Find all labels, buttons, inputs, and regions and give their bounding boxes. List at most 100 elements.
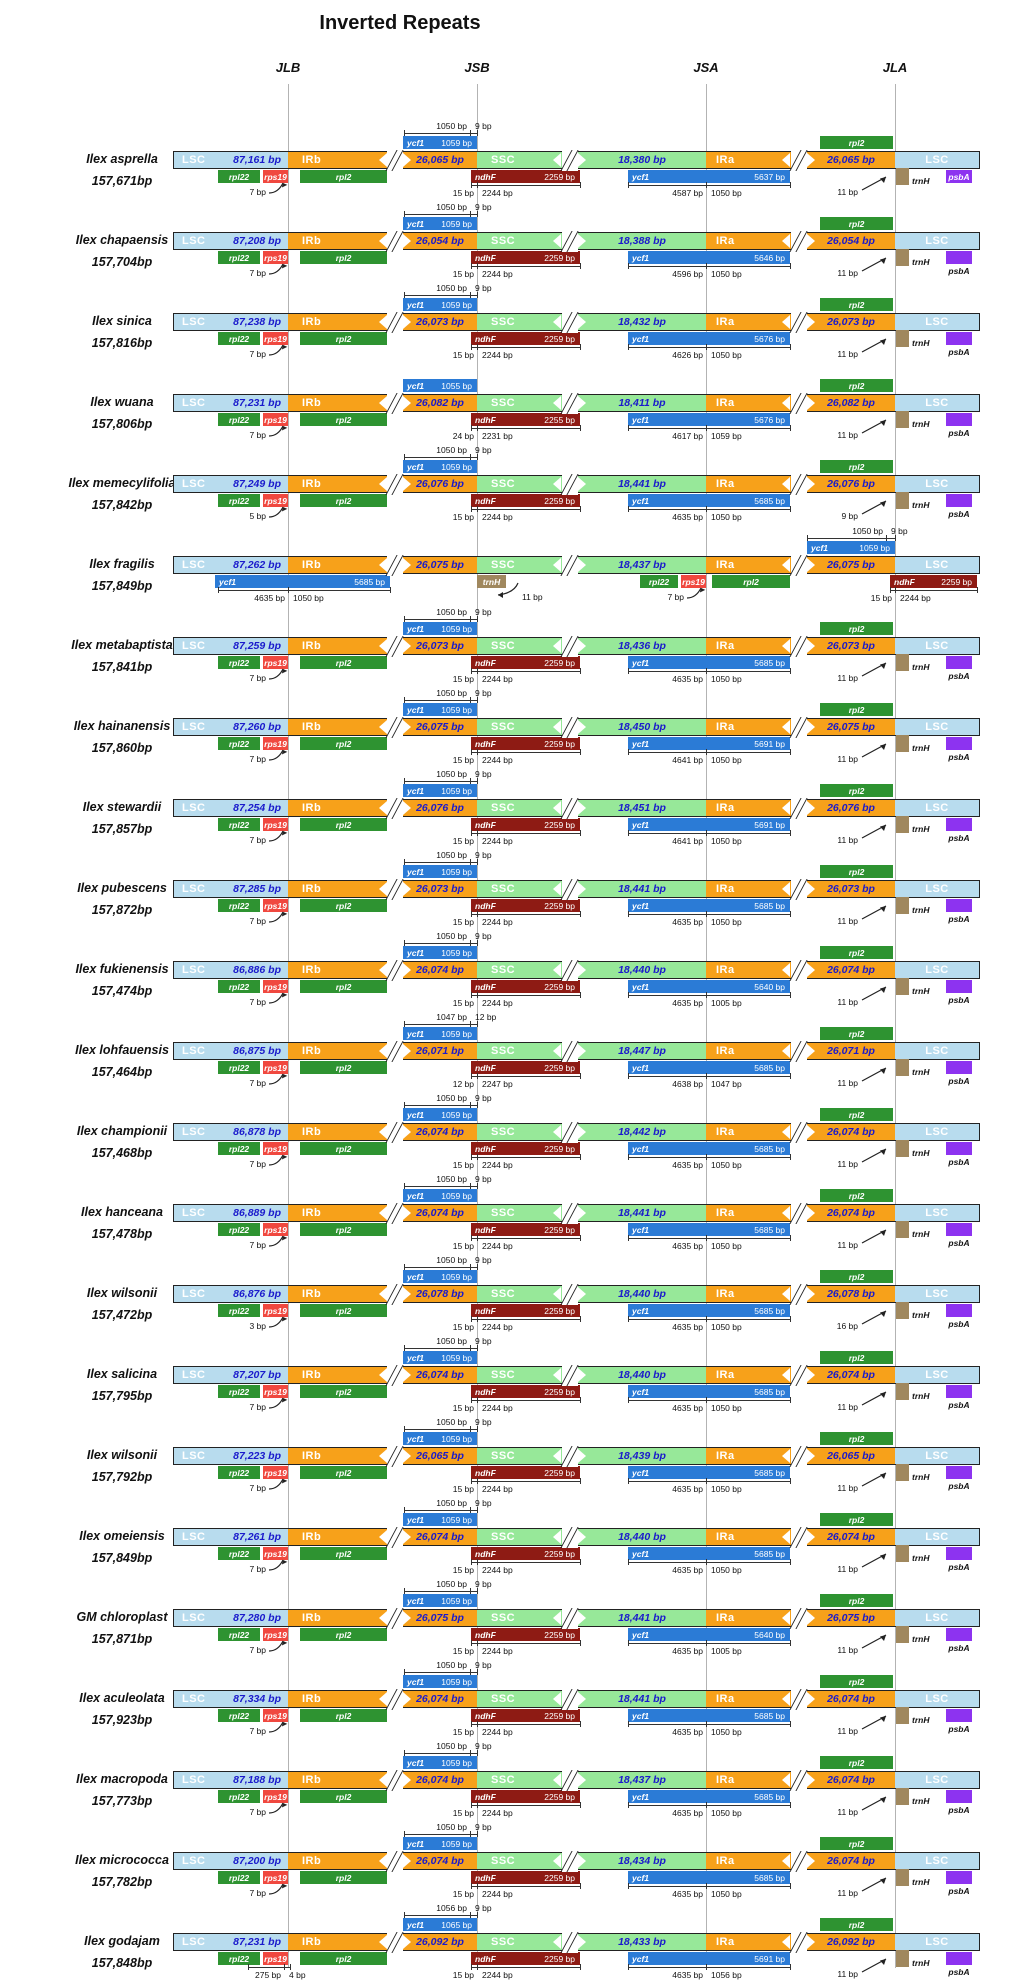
ruler-ndhf: [471, 1643, 580, 1644]
irb-size-segment: 26,074 bp: [403, 1852, 477, 1870]
segment-break: [560, 1202, 580, 1224]
ruler-tick: [790, 1478, 791, 1484]
diagonal-arrow-icon: [861, 1553, 887, 1568]
ruler-tick: [790, 344, 791, 350]
gene-size: 2259 bp: [544, 981, 575, 992]
region-label: LSC: [925, 1207, 949, 1219]
gene-size: 1059 bp: [441, 1595, 472, 1606]
gene-ycf1-bottom: ycf1 5685 bp: [628, 1466, 790, 1479]
note-right-bp: 11 bp: [837, 1564, 858, 1574]
gene-label: ndhF: [475, 414, 496, 425]
ruler-tick: [288, 587, 289, 593]
gene-label: ycf1: [407, 218, 425, 229]
region-label: IRb: [302, 1207, 322, 1219]
ruler-tick: [404, 1183, 405, 1189]
ruler-ycf1-top: [404, 1915, 477, 1916]
gene-size: 1055 bp: [441, 380, 472, 391]
ruler-tick: [580, 830, 581, 836]
region-size: 26,075 bp: [827, 1612, 875, 1624]
ruler-ycf1-bottom: [218, 590, 390, 591]
segment-break: [789, 1688, 809, 1710]
arrow-notch-icon: [403, 1286, 411, 1301]
segment-break: [560, 1445, 580, 1467]
segment-break: [385, 878, 405, 900]
ruler-tick: [790, 1802, 791, 1808]
ruler-ycf1-bottom: [628, 1481, 790, 1482]
species-total: 157,848bp: [91, 1956, 153, 1970]
gene-label: ndhF: [475, 900, 496, 911]
gene-size: 2259 bp: [544, 1710, 575, 1721]
irb-size-segment: 26,074 bp: [403, 1528, 477, 1546]
gene-label: rps19: [264, 414, 287, 425]
gene-rpl2: rpl2: [300, 1223, 387, 1236]
ruler-tick: [471, 992, 472, 998]
gene-size: 5685 bp: [754, 495, 785, 506]
irb-size-segment: 26,074 bp: [403, 961, 477, 979]
ruler-tick: [706, 1478, 707, 1484]
irb-size-segment: 26,076 bp: [403, 799, 477, 817]
gene-size: 5685 bp: [754, 1872, 785, 1883]
note-right-bp: 11 bp: [837, 1645, 858, 1655]
segment-break: [789, 878, 809, 900]
gene-ndhf: ndhF 2255 bp: [471, 413, 580, 426]
arrow-notch-icon: [807, 719, 815, 734]
ruler-tick: [977, 587, 978, 593]
gene-label: rpl22: [648, 576, 670, 587]
lsc-right-segment: LSC: [895, 475, 980, 493]
ira-segment: IRa: [706, 232, 791, 250]
gene-ndhf: ndhF 2259 bp: [471, 1061, 580, 1074]
note-left-bp: 7 bp: [249, 754, 266, 764]
ruler-label: 4635 bp: [672, 998, 703, 1008]
gene-rpl2: rpl2: [300, 1547, 387, 1560]
gene-ycf1-bottom: ycf1 5685 bp: [628, 899, 790, 912]
ruler-label: 15 bp: [452, 1403, 474, 1413]
ira-size-segment: 26,076 bp: [807, 799, 895, 817]
ruler-label: 1050 bp: [852, 526, 883, 536]
region-label: IRa: [716, 1369, 735, 1381]
region-size: 26,074 bp: [416, 1531, 464, 1543]
gene-ndhf: ndhF 2259 bp: [471, 332, 580, 345]
species-total: 157,792bp: [91, 1470, 153, 1484]
gene-label: rpl2: [848, 1676, 865, 1687]
gene-rps19: rps19: [263, 251, 288, 264]
arrow-notch-icon: [403, 719, 411, 734]
ruler-label: 12 bp: [452, 1079, 474, 1089]
diagonal-arrow-icon: [497, 582, 519, 598]
segment-break: [385, 797, 405, 819]
species-name: Ilex asprella: [86, 152, 158, 166]
gene-rpl2: rpl2: [300, 737, 387, 750]
note-left-bp: 7 bp: [249, 1645, 266, 1655]
region-size: 26,065 bp: [827, 1450, 875, 1462]
gene-label: ycf1: [407, 1028, 425, 1039]
arrow-notch-icon: [578, 1934, 586, 1949]
region-size: 26,082 bp: [416, 397, 464, 409]
ruler-label: 15 bp: [452, 188, 474, 198]
ruler-label: 1050 bp: [711, 755, 742, 765]
ruler-tick: [706, 1802, 707, 1808]
note-right-bp: 11 bp: [837, 1888, 858, 1898]
region-size: 87,334 bp: [233, 1693, 281, 1705]
ruler-label: 2244 bp: [482, 1970, 513, 1980]
ssc-size-segment: 18,440 bp: [578, 1528, 706, 1546]
arrow-notch-icon: [379, 1934, 387, 1949]
arrow-notch-icon: [578, 476, 586, 491]
ruler-label: 2244 bp: [482, 1889, 513, 1899]
ruler-tick: [580, 911, 581, 917]
gene-label: rpl2: [335, 1791, 352, 1802]
gene-trnh-label: trnH: [912, 986, 930, 996]
arrow-notch-icon: [782, 557, 790, 572]
note-left-bp: 7 bp: [249, 349, 266, 359]
note-left-bp: 7 bp: [249, 268, 266, 278]
ruler-label: 2244 bp: [482, 1484, 513, 1494]
region-size: 26,074 bp: [416, 1207, 464, 1219]
arrow-notch-icon: [403, 152, 411, 167]
ira-segment: IRa: [706, 1204, 791, 1222]
species-row: Ilex macropoda 157,773bp LSC 87,188 bp IRb 26…: [0, 1741, 1032, 1823]
ruler-ycf1-bottom: [628, 1238, 790, 1239]
gene-trnh: [896, 978, 909, 995]
ruler-tick: [471, 911, 472, 917]
ruler-label: 9 bp: [475, 1903, 492, 1913]
region-size: 87,223 bp: [233, 1450, 281, 1462]
ruler-label: 9 bp: [475, 1822, 492, 1832]
gene-ycf1-bottom: ycf1 5685 bp: [628, 1709, 790, 1722]
